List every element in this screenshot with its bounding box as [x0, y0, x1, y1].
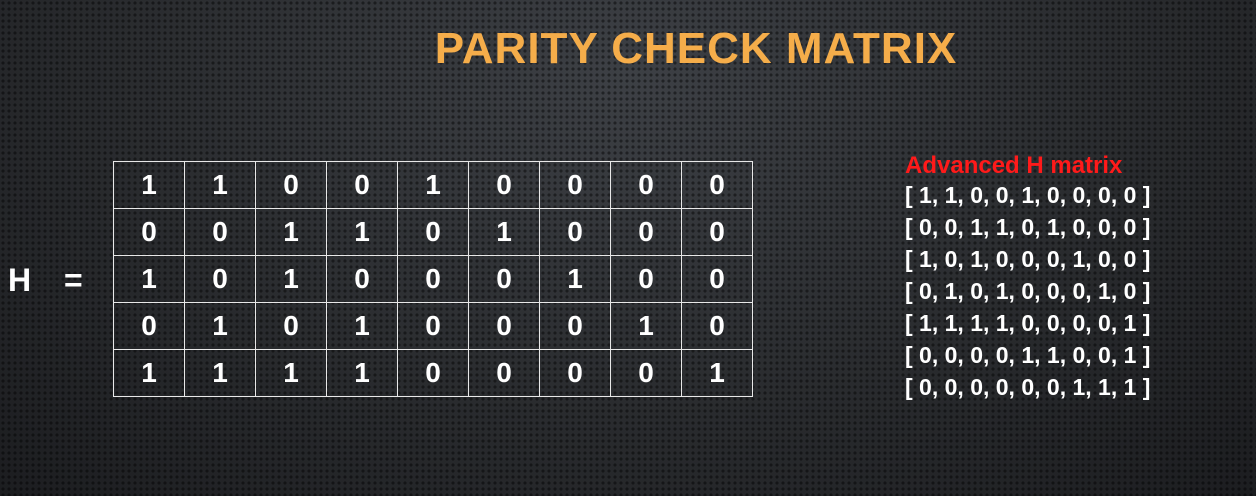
- matrix-cell: 1: [184, 161, 256, 209]
- matrix-cell: 0: [681, 208, 753, 256]
- matrix-cell: 1: [326, 302, 398, 350]
- matrix-cell: 0: [326, 255, 398, 303]
- matrix-cell: 1: [255, 349, 327, 397]
- matrix-cell: 1: [184, 302, 256, 350]
- advanced-matrix-panel: Advanced H matrix [ 1, 1, 0, 0, 1, 0, 0,…: [905, 153, 1205, 403]
- advanced-matrix-row: [ 0, 1, 0, 1, 0, 0, 0, 1, 0 ]: [905, 278, 1151, 304]
- matrix-cell: 0: [681, 161, 753, 209]
- matrix-cell: 0: [468, 349, 540, 397]
- matrix-cell: 1: [326, 208, 398, 256]
- matrix-cell: 0: [113, 208, 185, 256]
- advanced-matrix-row: [ 0, 0, 1, 1, 0, 1, 0, 0, 0 ]: [905, 214, 1151, 240]
- matrix-row: 0 0 1 1 0 1 0 0 0: [113, 208, 753, 256]
- parity-check-matrix-table: 1 1 0 0 1 0 0 0 0 0 0 1 1 0 1 0 0 0 1 0 …: [113, 161, 753, 397]
- page-title: PARITY CHECK MATRIX: [434, 24, 958, 73]
- matrix-cell: 1: [397, 161, 469, 209]
- matrix-cell: 0: [326, 161, 398, 209]
- matrix-cell: 0: [184, 255, 256, 303]
- matrix-cell: 0: [681, 302, 753, 350]
- matrix-cell: 1: [610, 302, 682, 350]
- matrix-cell: 0: [468, 161, 540, 209]
- matrix-cell: 0: [397, 208, 469, 256]
- matrix-cell: 0: [468, 255, 540, 303]
- matrix-cell: 0: [610, 208, 682, 256]
- matrix-row: 1 1 0 0 1 0 0 0 0: [113, 161, 753, 209]
- matrix-cell: 0: [397, 302, 469, 350]
- advanced-matrix-row: [ 0, 0, 0, 0, 0, 0, 1, 1, 1 ]: [905, 374, 1151, 400]
- matrix-cell: 1: [113, 349, 185, 397]
- advanced-matrix-row: [ 1, 0, 1, 0, 0, 0, 1, 0, 0 ]: [905, 246, 1151, 272]
- matrix-cell: 1: [326, 349, 398, 397]
- matrix-cell: 1: [468, 208, 540, 256]
- matrix-cell: 1: [255, 255, 327, 303]
- matrix-cell: 0: [397, 349, 469, 397]
- matrix-cell: 1: [255, 208, 327, 256]
- advanced-matrix-row: [ 0, 0, 0, 0, 1, 1, 0, 0, 1 ]: [905, 342, 1151, 368]
- advanced-matrix-row: [ 1, 1, 1, 1, 0, 0, 0, 0, 1 ]: [905, 310, 1151, 336]
- matrix-row: 1 0 1 0 0 0 1 0 0: [113, 255, 753, 303]
- advanced-matrix-title: Advanced H matrix: [905, 152, 1123, 179]
- matrix-cell: 1: [184, 349, 256, 397]
- matrix-cell: 0: [539, 161, 611, 209]
- matrix-cell: 0: [610, 349, 682, 397]
- matrix-cell: 1: [681, 349, 753, 397]
- matrix-cell: 0: [468, 302, 540, 350]
- matrix-cell: 0: [539, 302, 611, 350]
- matrix-cell: 0: [539, 208, 611, 256]
- matrix-cell: 1: [113, 255, 185, 303]
- matrix-cell: 0: [397, 255, 469, 303]
- matrix-name-label: H: [8, 262, 32, 298]
- matrix-cell: 0: [184, 208, 256, 256]
- equals-sign: =: [64, 262, 83, 298]
- matrix-row: 1 1 1 1 0 0 0 0 1: [113, 349, 753, 397]
- matrix-cell: 0: [113, 302, 185, 350]
- matrix-cell: 0: [610, 161, 682, 209]
- matrix-cell: 1: [539, 255, 611, 303]
- matrix-cell: 0: [255, 161, 327, 209]
- matrix-cell: 0: [255, 302, 327, 350]
- matrix-cell: 0: [610, 255, 682, 303]
- matrix-cell: 1: [113, 161, 185, 209]
- matrix-cell: 0: [539, 349, 611, 397]
- matrix-cell: 0: [681, 255, 753, 303]
- matrix-row: 0 1 0 1 0 0 0 1 0: [113, 302, 753, 350]
- advanced-matrix-row: [ 1, 1, 0, 0, 1, 0, 0, 0, 0 ]: [905, 182, 1151, 208]
